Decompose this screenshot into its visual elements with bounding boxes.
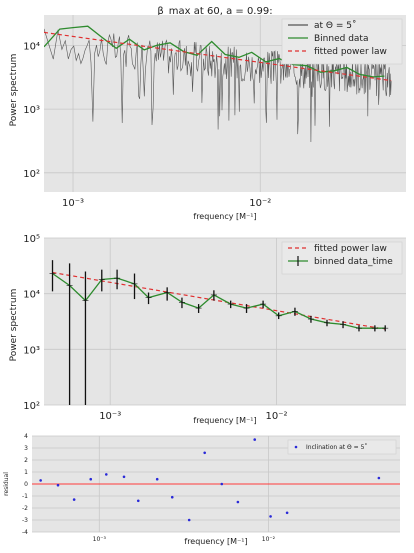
- data-point: [89, 477, 93, 481]
- data-point: [104, 473, 108, 476]
- fit-line: [52, 271, 386, 330]
- y-tick-label: 10²: [23, 169, 40, 180]
- x-tick-label: 10⁻³: [62, 198, 84, 209]
- fit-line: [44, 31, 392, 82]
- data-point: [236, 500, 240, 504]
- data-point: [136, 499, 140, 503]
- x-tick-label: 10⁻²: [266, 411, 288, 422]
- y-tick-label: -4: [22, 529, 28, 536]
- legend-box: [287, 439, 397, 455]
- data-point: [187, 518, 191, 522]
- y-tick-label: 1: [24, 469, 28, 476]
- y-tick-label: 10⁵: [23, 234, 40, 245]
- legend-label: binned data_time: [314, 257, 393, 267]
- y-tick-label: -3: [22, 517, 28, 524]
- data-point: [269, 515, 272, 518]
- series-line: [44, 25, 385, 78]
- x-tick-label: 10⁻³: [93, 536, 107, 543]
- data-point: [155, 477, 159, 481]
- legend-label: Inclination at Θ = 5˚: [306, 444, 367, 451]
- data-point: [377, 476, 381, 480]
- y-tick-label: 10³: [23, 345, 40, 356]
- data-point: [72, 498, 76, 501]
- x-axis-label: frequency [M⁻¹]: [193, 416, 256, 425]
- series-line-raw: [44, 28, 392, 143]
- y-axis-label: Power spectrum: [9, 54, 19, 127]
- y-tick-label: 10³: [23, 105, 40, 116]
- y-axis-label: residual: [3, 472, 10, 496]
- plot-content: [44, 25, 392, 143]
- panel-top: 10⁻³ 10⁻² 10² 10³ 10⁴ frequency [M⁻¹] Power sp…: [9, 15, 406, 221]
- y-axis-label: Power spectrum: [9, 289, 19, 362]
- legend-box: [281, 18, 403, 65]
- x-axis-label: frequency [M⁻¹]: [193, 212, 256, 221]
- series-line: [52, 272, 386, 329]
- y-tick-label: 10⁴: [23, 290, 40, 301]
- legend-label: at Θ = 5˚: [314, 20, 356, 31]
- legend-label: fitted power law: [314, 47, 387, 57]
- y-tick-label: -1: [22, 493, 28, 500]
- data-point: [56, 483, 60, 487]
- y-tick-label: 0: [24, 481, 28, 488]
- x-axis-label: frequency [M⁻¹]: [184, 537, 247, 546]
- legend-label: fitted power law: [314, 244, 387, 254]
- data-point: [122, 475, 126, 479]
- y-tick-label: 10²: [23, 401, 40, 412]
- data-point: [39, 479, 42, 482]
- data-point: [170, 495, 174, 499]
- data-point: [253, 438, 257, 441]
- legend-label: Binned data: [314, 34, 368, 44]
- x-tick-label: 10⁻²: [262, 536, 276, 543]
- data-point: [203, 451, 206, 455]
- y-tick-label: -2: [22, 505, 28, 512]
- x-tick-label: 10⁻²: [249, 198, 271, 209]
- plot-content: [49, 260, 389, 405]
- y-tick-label: 4: [24, 433, 28, 440]
- data-point: [220, 482, 224, 486]
- x-tick-label: 10⁻³: [99, 411, 121, 422]
- figure-title: β_max at 60, a = 0.99:: [157, 6, 272, 17]
- y-tick-label: 2: [24, 457, 28, 464]
- data-point: [285, 511, 289, 515]
- y-tick-label: 3: [24, 445, 28, 452]
- panel-residual: 10⁻³ 10⁻² -4 -3 -2 -1 0 1 2 3 4 frequency [M⁻¹] resi…: [3, 433, 400, 546]
- legend-box: [281, 241, 403, 275]
- panel-middle: 10⁻³ 10⁻² 10² 10³ 10⁴ 10⁵ frequency [M⁻¹] Power…: [9, 234, 406, 425]
- y-tick-label: 10⁴: [23, 41, 40, 52]
- legend-swatch: [294, 445, 298, 449]
- plot-content: [32, 438, 400, 522]
